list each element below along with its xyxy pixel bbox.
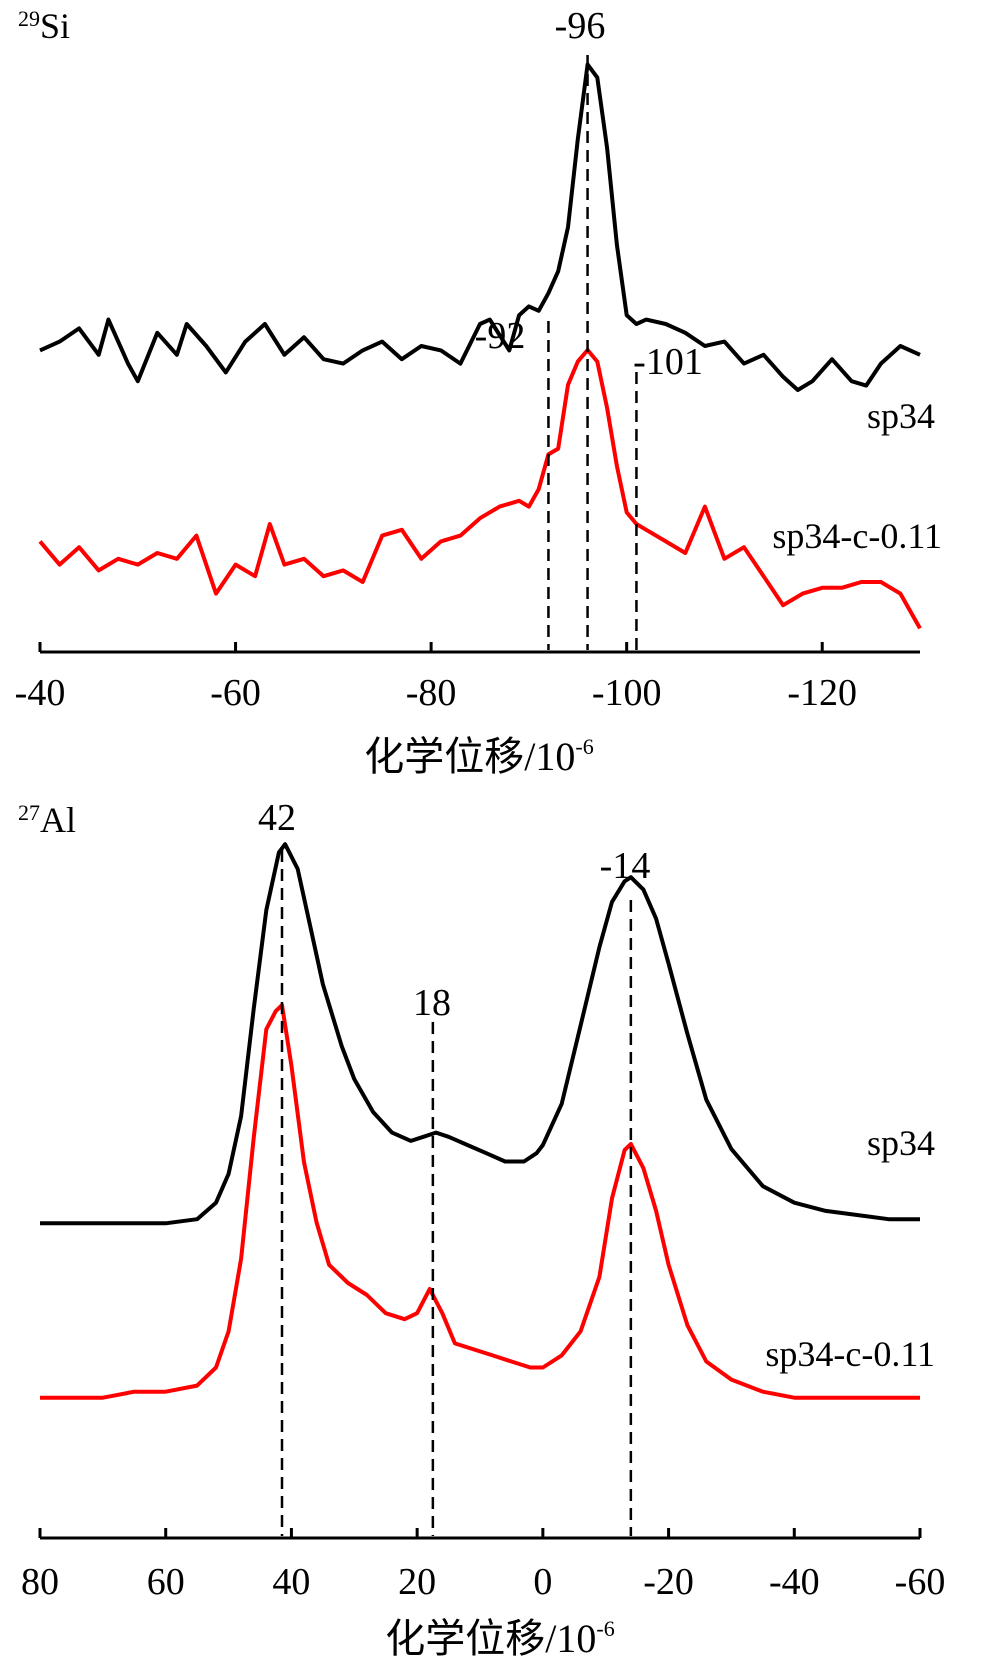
x-tick-label: -40 xyxy=(769,1561,820,1603)
series-label: sp34-c-0.11 xyxy=(765,1334,935,1374)
x-tick-label: 0 xyxy=(533,1561,552,1603)
al-x-axis-label-exponent: -6 xyxy=(596,1616,614,1641)
al-x-axis-label: 化学位移/10-6 xyxy=(385,1616,614,1661)
si-series-line-sp34 xyxy=(39,62,921,392)
si-x-axis-label-exponent: -6 xyxy=(575,734,593,759)
peak-label: -92 xyxy=(475,315,526,357)
al-nucleus-label: 27Al xyxy=(18,800,76,840)
peak-label: -101 xyxy=(633,341,703,383)
peak-label: -14 xyxy=(600,845,651,887)
si-x-axis-label-text: 化学位移/10 xyxy=(364,734,575,779)
al-nucleus-symbol: Al xyxy=(40,800,76,840)
si-nucleus-symbol: Si xyxy=(40,6,70,46)
x-tick-label: -20 xyxy=(643,1561,694,1603)
x-tick-label: -80 xyxy=(406,672,457,714)
si-x-axis-label: 化学位移/10-6 xyxy=(364,734,593,779)
x-tick-label: 40 xyxy=(272,1561,310,1603)
series-label: sp34 xyxy=(867,396,935,436)
x-tick-label: -60 xyxy=(895,1561,946,1603)
series-label: sp34-c-0.11 xyxy=(772,516,942,556)
x-tick-label: 80 xyxy=(21,1561,59,1603)
series-label: sp34 xyxy=(867,1123,935,1163)
x-tick-label: -100 xyxy=(592,672,662,714)
si-nucleus-mass: 29 xyxy=(18,6,40,31)
x-tick-label: -120 xyxy=(787,672,857,714)
peak-label: -96 xyxy=(555,5,606,47)
x-tick-label: -40 xyxy=(15,672,66,714)
x-tick-label: -60 xyxy=(210,672,261,714)
x-tick-label: 20 xyxy=(398,1561,436,1603)
al-series-line-sp34-c xyxy=(40,1003,920,1400)
al-nucleus-mass: 27 xyxy=(18,800,40,825)
si-nucleus-label: 29Si xyxy=(18,6,70,46)
al-nmr-panel: 27Al 化学位移/10-6 80 60 40 20 0 -20 -40 -60 sp34 sp3… xyxy=(18,797,945,1661)
si-nmr-panel: 29Si 化学位移/10-6 -40 -60 -80 -100 -120 sp34 sp34… xyxy=(15,5,942,779)
si-series-line-sp34-c xyxy=(38,348,922,630)
peak-label: 18 xyxy=(413,982,451,1024)
peak-label: 42 xyxy=(258,797,296,839)
x-tick-label: 60 xyxy=(147,1561,185,1603)
al-x-axis-label-text: 化学位移/10 xyxy=(385,1616,596,1661)
al-series-line-sp34 xyxy=(40,842,920,1226)
